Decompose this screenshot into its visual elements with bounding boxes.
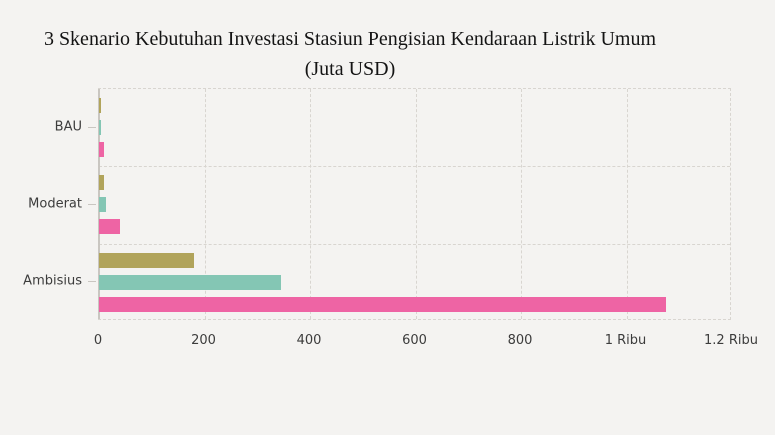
bar-moderat-series-1[interactable] bbox=[99, 175, 104, 191]
bar-bau-series-1[interactable] bbox=[99, 98, 102, 114]
bar-moderat-series-3[interactable] bbox=[99, 219, 121, 235]
gridline-y-boundary-1 bbox=[99, 166, 730, 168]
x-tick-label-0: 0 bbox=[93, 333, 103, 348]
y-tick-ambisius bbox=[88, 281, 96, 283]
gridline-x-1000 bbox=[626, 89, 628, 319]
bar-ambisius-series-1[interactable] bbox=[99, 252, 194, 268]
category-band-bau bbox=[99, 89, 730, 166]
gridline-x-800 bbox=[521, 89, 522, 319]
gridline-y-boundary-2 bbox=[99, 243, 730, 245]
x-tick-label-1000: 1 Ribu bbox=[604, 333, 647, 348]
gridline-x-200 bbox=[204, 89, 206, 319]
y-tick-moderat bbox=[88, 204, 96, 205]
gridline-x-400 bbox=[310, 89, 311, 319]
chart-title: 3 Skenario Kebutuhan Investasi Stasiun P… bbox=[43, 28, 657, 80]
bar-bau-series-2[interactable] bbox=[99, 120, 101, 136]
category-band-moderat bbox=[99, 166, 730, 243]
category-label-bau: BAU bbox=[54, 119, 82, 135]
plot-area bbox=[98, 88, 731, 320]
x-tick-label-400: 400 bbox=[296, 333, 322, 348]
x-tick-label-200: 200 bbox=[191, 333, 216, 348]
bar-bau-series-3[interactable] bbox=[99, 142, 104, 158]
bar-ambisius-series-3[interactable] bbox=[99, 296, 667, 312]
category-band-ambisius bbox=[99, 244, 730, 321]
x-tick-label-600: 600 bbox=[402, 333, 427, 348]
y-tick-bau bbox=[88, 126, 96, 128]
x-tick-label-1200: 1.2 Ribu bbox=[704, 333, 758, 348]
category-label-ambisius: Ambisius bbox=[23, 273, 82, 289]
bar-moderat-series-2[interactable] bbox=[99, 197, 107, 213]
category-label-moderat: Moderat bbox=[28, 196, 82, 212]
gridline-x-600 bbox=[415, 89, 417, 319]
x-tick-label-800: 800 bbox=[507, 333, 533, 348]
bar-ambisius-series-2[interactable] bbox=[99, 274, 281, 290]
